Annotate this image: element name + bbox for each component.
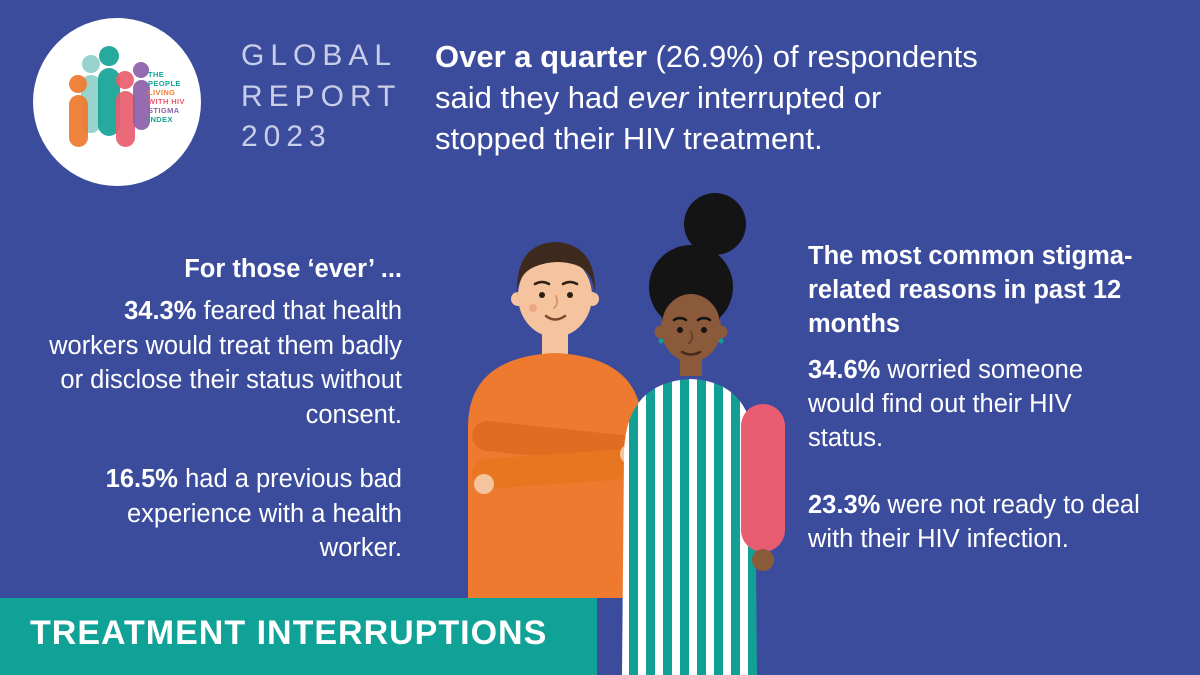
headline: Over a quarter (26.9%) of respondents sa… — [435, 36, 1000, 160]
logo-text-line: THE — [148, 70, 165, 79]
headline-italic-word: ever — [628, 80, 689, 116]
stat-value: 34.3% — [124, 297, 197, 326]
right-stats-heading: The most common stigma-related reasons i… — [808, 242, 1133, 338]
logo-text-line: LIVING — [148, 88, 176, 97]
stat-bad-experience: 16.5% had a previous bad experience with… — [92, 462, 402, 565]
logo-text-line: PEOPLE — [148, 79, 181, 88]
right-stats-block: The most common stigma-related reasons i… — [808, 240, 1150, 557]
stat-text: feared that health workers would treat t… — [49, 297, 402, 429]
logo-text-line: STIGMA — [148, 106, 180, 115]
report-label-line: 2023 — [241, 120, 332, 153]
stat-value: 34.6% — [808, 355, 881, 384]
stat-text: had a previous bad experience with a hea… — [126, 465, 402, 562]
logo-text-line: WITH HIV — [148, 97, 185, 106]
logo-people-icon — [69, 46, 150, 147]
stat-value: 16.5% — [105, 465, 178, 494]
left-stats-heading: For those ‘ever’ ... — [184, 255, 402, 283]
report-label-line: REPORT — [241, 79, 402, 113]
man-figure — [468, 242, 642, 598]
two-people-illustration — [468, 193, 785, 675]
stat-text: worried someone would find out their HIV… — [808, 355, 1084, 452]
report-label-line: GLOBAL — [241, 39, 398, 72]
woman-figure — [622, 193, 785, 675]
headline-tail: interrupted or stopped their HIV treatme… — [435, 80, 882, 157]
stat-not-ready: 23.3% were not ready to deal with their … — [808, 489, 1150, 557]
banner-title: TREATMENT INTERRUPTIONS — [30, 614, 548, 652]
stat-worried-find-out: 34.6% worried someone would find out the… — [808, 354, 1150, 456]
left-stats-block: For those ‘ever’ ... 34.3% feared that h… — [30, 252, 402, 565]
report-label: GLOBAL REPORT 2023 — [241, 36, 401, 158]
stigma-index-logo: THE PEOPLE LIVING WITH HIV STIGMA INDEX — [33, 18, 201, 186]
treatment-interruptions-banner: TREATMENT INTERRUPTIONS — [0, 598, 597, 675]
stat-text: were not ready to deal with their HIV in… — [808, 491, 1140, 554]
logo-text-line: INDEX — [148, 115, 173, 124]
stat-value: 23.3% — [808, 491, 881, 520]
headline-lead: Over a quarter — [435, 39, 647, 74]
stat-feared-health-workers: 34.3% feared that health workers would t… — [30, 294, 402, 432]
headline-mid: (26.9%) of respondents said they had — [435, 39, 978, 116]
logo-wordmark: THE PEOPLE LIVING WITH HIV STIGMA INDEX — [148, 70, 185, 124]
